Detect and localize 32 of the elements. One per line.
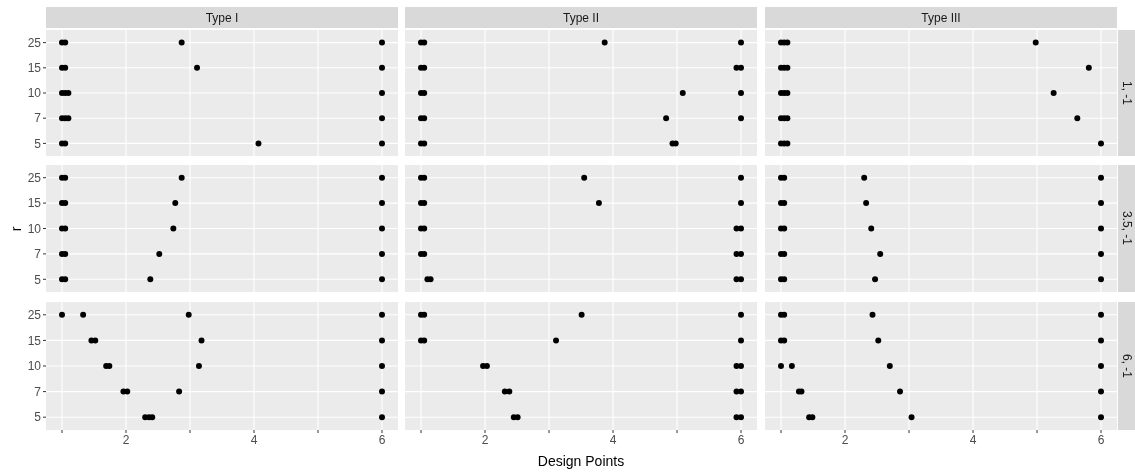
y-tick-label: 5 — [34, 272, 42, 287]
chart-title: Type II — [405, 7, 757, 28]
y-tick-label: 25 — [27, 308, 42, 323]
x-tick-label: 6 — [737, 432, 745, 447]
x-tick-label: 6 — [378, 432, 386, 447]
x-tick-label: 2 — [481, 432, 489, 447]
chart-title: Type III — [765, 7, 1117, 28]
y-tick-label: 5 — [34, 410, 42, 425]
y-tick-label: 15 — [27, 333, 42, 348]
text: 1, -1 — [1119, 80, 1134, 105]
x-tick-label: 4 — [969, 432, 977, 447]
x-tick-label: 4 — [609, 432, 617, 447]
y-tick-label: 15 — [27, 61, 42, 76]
y-tick-label: 10 — [27, 359, 42, 374]
y-tick-label: 5 — [34, 136, 42, 151]
y-tick-label: 10 — [27, 221, 42, 236]
chart-title: Type I — [46, 7, 398, 28]
x-tick-label: 6 — [1097, 432, 1105, 447]
y-axis-title: r — [7, 226, 24, 231]
text: 3.5, -1 — [1119, 211, 1134, 246]
text: 6, -1 — [1119, 353, 1134, 378]
y-tick-label: 7 — [34, 111, 42, 126]
y-tick-label: 15 — [27, 196, 42, 211]
y-tick-label: 25 — [27, 170, 42, 185]
y-tick-label: 7 — [34, 384, 42, 399]
y-tick-label: 7 — [34, 247, 42, 262]
x-tick-label: 2 — [841, 432, 849, 447]
x-tick-label: 2 — [122, 432, 130, 447]
x-tick-label: 4 — [250, 432, 258, 447]
y-tick-label: 10 — [27, 86, 42, 101]
x-axis-title: Design Points — [536, 453, 626, 469]
y-tick-label: 25 — [27, 35, 42, 50]
